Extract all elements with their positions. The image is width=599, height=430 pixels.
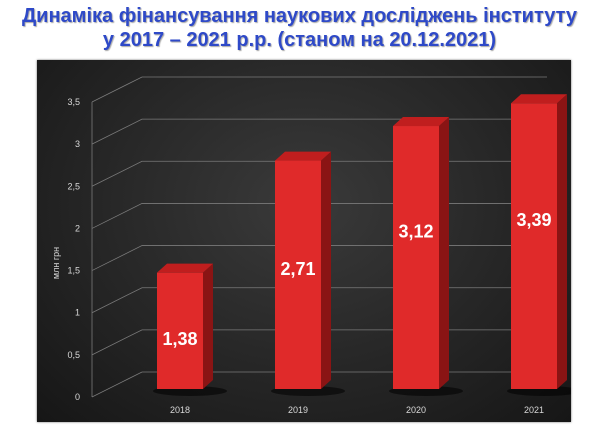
bar: [389, 117, 463, 396]
bar: [507, 94, 571, 396]
y-tick-label: 1,5: [67, 266, 80, 276]
data-label: 2,71: [280, 259, 315, 279]
bar: [153, 263, 227, 396]
x-tick-label: 2018: [170, 405, 190, 415]
bar-chart: 0 0,5 1 1,5 2 2,5 3 3,5 млн грн 2018 2019 2020 202…: [51, 76, 571, 415]
x-tick-label: 2020: [406, 405, 426, 415]
x-axis-ticks: 2018 2019 2020 2021: [170, 405, 544, 415]
grid-lines: [91, 76, 547, 398]
grid-line: [91, 76, 547, 103]
data-label: 1,38: [162, 329, 197, 349]
y-tick-label: 0: [75, 392, 80, 402]
x-tick-label: 2021: [524, 405, 544, 415]
y-axis-label: млн грн: [51, 247, 61, 279]
title-line-2: у 2017 – 2021 р.р. (станом на 20.12.2021…: [102, 29, 497, 51]
bar-front: [275, 160, 321, 389]
bar-front: [393, 126, 439, 390]
y-tick-label: 1: [75, 308, 80, 318]
chart-area: 0 0,5 1 1,5 2 2,5 3 3,5 млн грн 2018 2019 2020 202…: [37, 60, 571, 422]
bar-front: [511, 103, 557, 389]
y-tick-label: 0,5: [67, 350, 80, 360]
grid-line: [91, 118, 547, 145]
bar-top: [275, 151, 331, 161]
data-label: 3,39: [516, 210, 551, 230]
bar-side: [439, 117, 449, 390]
y-tick-label: 3,5: [67, 97, 80, 107]
y-tick-label: 2,5: [67, 181, 80, 191]
y-tick-label: 3: [75, 139, 80, 149]
bars: [153, 94, 571, 396]
y-axis-ticks: 0 0,5 1 1,5 2 2,5 3 3,5: [67, 97, 80, 402]
title-line-1: Динаміка фінансування наукових досліджен…: [21, 5, 578, 27]
bar-front: [157, 272, 203, 389]
data-labels: 1,38 2,71 3,12 3,39: [162, 210, 551, 349]
slide-title: Динаміка фінансування наукових досліджен…: [0, 4, 599, 52]
data-label: 3,12: [398, 222, 433, 242]
bar-top: [157, 263, 213, 273]
y-tick-label: 2: [75, 223, 80, 233]
x-tick-label: 2019: [288, 405, 308, 415]
bar-top: [393, 117, 449, 127]
bar-top: [511, 94, 567, 104]
bar-side: [557, 94, 567, 389]
bar-side: [321, 151, 331, 389]
bar-side: [203, 263, 213, 389]
bar: [271, 151, 345, 396]
